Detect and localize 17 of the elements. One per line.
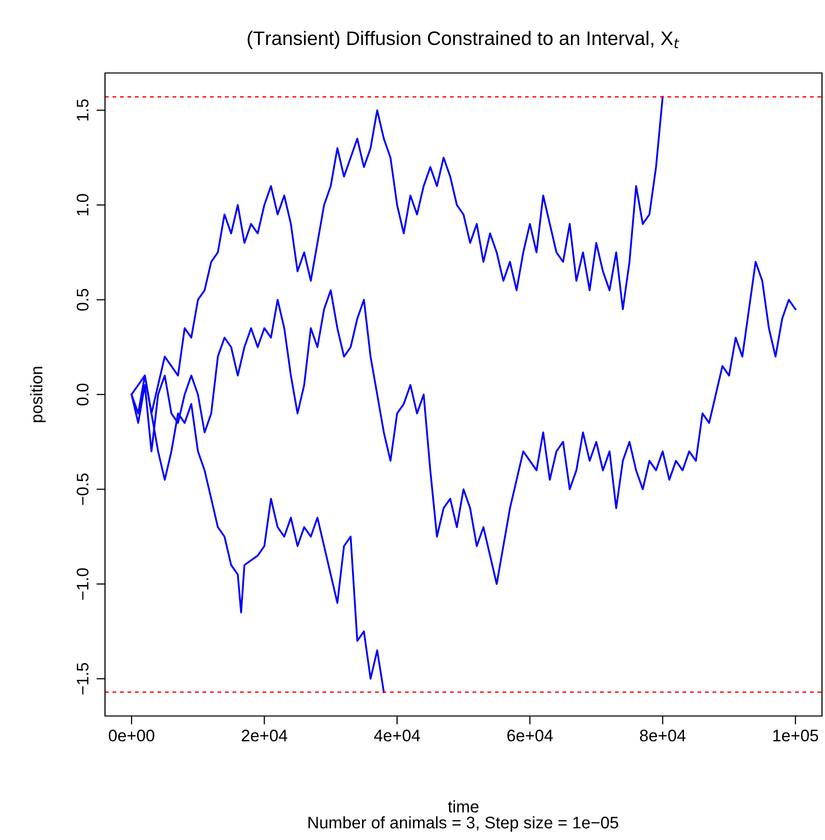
x-tick-label: 1e+05 [773, 730, 818, 742]
y-tick-label: 0.5 [76, 288, 89, 311]
x-tick-label: 6e+04 [507, 730, 553, 742]
y-tick-label: 1.0 [76, 194, 89, 216]
y-axis-title: position [30, 366, 46, 422]
y-tick-label: −1.5 [76, 663, 89, 694]
y-tick-label: −0.5 [76, 474, 89, 505]
x-tick-label: 8e+04 [640, 730, 686, 742]
x-tick-label: 2e+04 [242, 730, 288, 742]
chart-title: (Transient) Diffusion Constrained to an Interval, X$_{t}$ [248, 30, 680, 49]
y-tick-label: −1.0 [76, 568, 89, 600]
x-axis-title: time [448, 800, 479, 813]
y-tick-label: 0.0 [76, 384, 89, 406]
x-tick-label: 0e+00 [108, 730, 154, 742]
x-tick-label: 4e+04 [374, 730, 420, 742]
text: Number of animals = 3, Step size = 1e−05 [308, 816, 618, 832]
y-tick-label: 1.5 [76, 99, 89, 121]
